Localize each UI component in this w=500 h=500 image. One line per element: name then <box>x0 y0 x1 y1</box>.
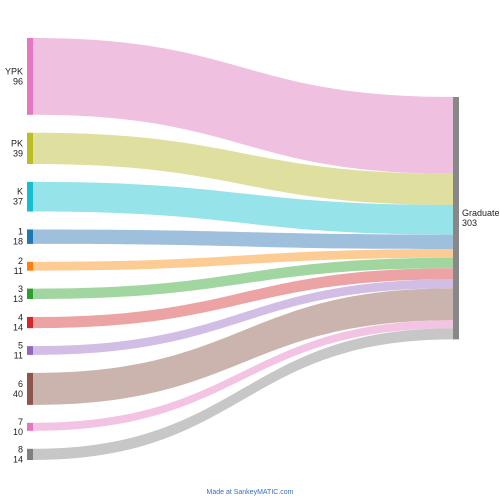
flow-2-to-graduate <box>33 249 453 271</box>
node-2 <box>27 261 33 271</box>
flow-layer <box>33 38 453 460</box>
node-graduate <box>453 97 459 340</box>
node-value-2: 11 <box>14 266 23 276</box>
label-layer: YPK96PK39K37118211313414511640710814Grad… <box>5 66 500 464</box>
node-layer <box>27 38 459 460</box>
node-name-pk: PK <box>11 138 23 148</box>
flow-7-to-graduate <box>33 320 453 431</box>
node-value-8: 14 <box>13 454 23 464</box>
node-3 <box>27 288 33 299</box>
node-name-k: K <box>17 187 23 197</box>
node-value-1: 18 <box>13 237 23 247</box>
node-value-k: 37 <box>13 197 23 207</box>
flow-6-to-graduate <box>33 288 453 405</box>
node-k <box>27 181 33 212</box>
node-ypk <box>27 38 33 115</box>
node-name-ypk: YPK <box>5 66 23 76</box>
node-value-5: 11 <box>14 351 23 361</box>
node-value-7: 10 <box>13 427 23 437</box>
flow-5-to-graduate <box>33 279 453 355</box>
node-5 <box>27 346 33 355</box>
node-value-4: 14 <box>13 323 23 333</box>
flow-1-to-graduate <box>33 229 453 249</box>
node-value-graduate: 303 <box>462 218 477 228</box>
node-name-6: 6 <box>18 379 23 389</box>
node-value-pk: 39 <box>13 148 23 158</box>
node-name-graduate: Graduate <box>462 208 500 218</box>
flow-pk-to-graduate <box>33 132 453 205</box>
node-7 <box>27 422 33 431</box>
node-6 <box>27 372 33 405</box>
flow-8-to-graduate <box>33 328 453 460</box>
flow-k-to-graduate <box>33 181 453 235</box>
node-8 <box>27 448 33 460</box>
node-name-2: 2 <box>18 256 23 266</box>
node-1 <box>27 229 33 244</box>
flow-ypk-to-graduate <box>33 38 453 174</box>
node-name-3: 3 <box>18 284 23 294</box>
node-value-ypk: 96 <box>13 76 23 86</box>
sankeymatic-credit-link[interactable]: Made at SankeyMATIC.com <box>206 489 294 496</box>
node-value-6: 40 <box>13 389 23 399</box>
node-pk <box>27 132 33 164</box>
node-value-3: 13 <box>13 294 23 304</box>
flow-3-to-graduate <box>33 257 453 299</box>
node-name-1: 1 <box>18 227 23 237</box>
node-name-8: 8 <box>18 444 23 454</box>
node-name-7: 7 <box>18 417 23 427</box>
flow-4-to-graduate <box>33 268 453 329</box>
node-4 <box>27 316 33 329</box>
node-name-4: 4 <box>18 313 23 323</box>
node-name-5: 5 <box>18 341 23 351</box>
